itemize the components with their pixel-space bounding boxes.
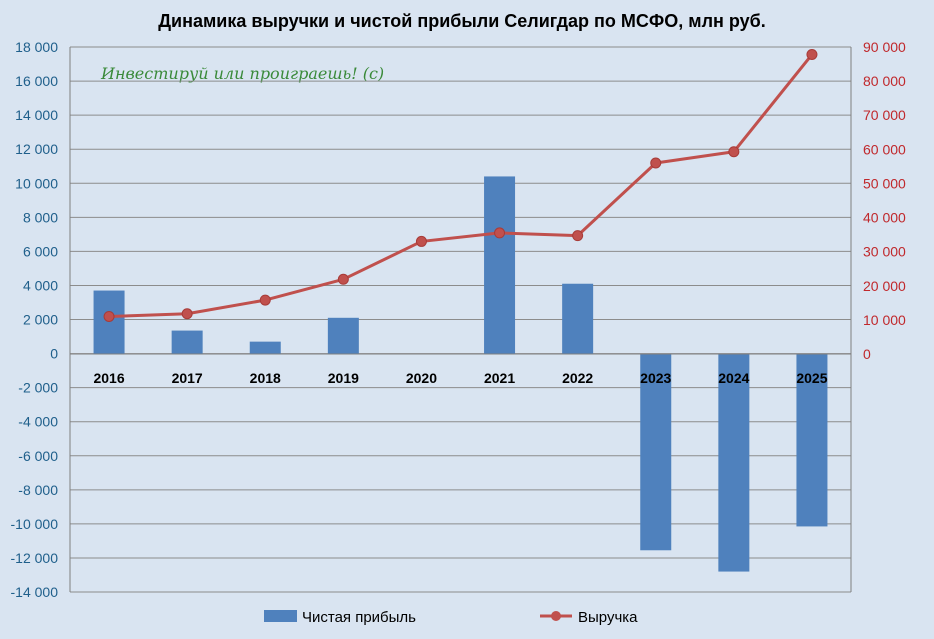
y-left-tick-label: 10 000	[15, 175, 58, 191]
y-right-tick-label: 50 000	[863, 175, 906, 191]
y-left-tick-label: 4 000	[23, 277, 58, 293]
y-left-tick-label: -6 000	[18, 448, 58, 464]
legend-label-revenue: Выручка	[578, 609, 638, 626]
y-left-tick-label: 6 000	[23, 243, 58, 259]
y-right-tick-label: 90 000	[863, 39, 906, 55]
y-left-tick-label: -4 000	[18, 414, 58, 430]
y-left-tick-label: 18 000	[15, 39, 58, 55]
x-tick-label: 2020	[406, 370, 437, 386]
legend-swatch-net-profit	[264, 610, 297, 622]
legend: Чистая прибыль Выручка	[264, 609, 638, 626]
x-tick-label: 2021	[484, 370, 515, 386]
revenue-point	[728, 146, 740, 158]
y-left-tick-label: -10 000	[11, 516, 59, 532]
revenue-point	[494, 227, 506, 239]
y-right-tick-label: 40 000	[863, 210, 906, 226]
revenue-point	[806, 49, 818, 61]
y-left-tick-label: 12 000	[15, 141, 58, 157]
legend-label-net-profit: Чистая прибыль	[302, 609, 416, 626]
y-right-tick-label: 60 000	[863, 141, 906, 157]
x-tick-label: 2016	[93, 370, 124, 386]
bar-series-net-profit	[93, 176, 828, 572]
revenue-point	[103, 310, 115, 322]
bar	[93, 290, 125, 354]
revenue-point	[415, 235, 427, 247]
x-tick-label: 2023	[640, 370, 671, 386]
y-left-tick-label: -2 000	[18, 380, 58, 396]
revenue-point	[181, 308, 193, 320]
x-tick-label: 2017	[172, 370, 203, 386]
revenue-line	[108, 53, 814, 318]
y-left-tick-label: -8 000	[18, 482, 58, 498]
x-tick-label: 2019	[328, 370, 359, 386]
x-tick-label: 2022	[562, 370, 593, 386]
bar	[718, 353, 750, 572]
x-tick-label: 2018	[250, 370, 281, 386]
y-right-tick-label: 20 000	[863, 278, 906, 294]
y-left-tick-label: 14 000	[15, 107, 58, 123]
bar	[796, 353, 828, 527]
bar	[327, 317, 359, 354]
y-left-tick-label: 8 000	[23, 209, 58, 225]
watermark-text: Инвестируй или проиграешь! (с)	[100, 64, 384, 83]
y-left-tick-label: -12 000	[11, 550, 59, 566]
x-tick-label: 2025	[796, 370, 827, 386]
y-right-tick-label: 30 000	[863, 244, 906, 260]
axes	[69, 47, 852, 592]
tick-labels: 18 000 16 000 14 000 12 000 10 000 8 000 6 000…	[11, 39, 907, 600]
y-right-tick-label: 0	[863, 346, 871, 362]
bar	[171, 330, 203, 354]
y-right-tick-label: 70 000	[863, 107, 906, 123]
line-series-revenue	[103, 49, 818, 322]
bar	[640, 353, 672, 551]
chart-title: Динамика выручки и чистой прибыли Селигд…	[158, 11, 766, 31]
bar	[484, 176, 516, 354]
legend-marker-revenue	[551, 611, 561, 621]
revenue-point	[259, 294, 271, 306]
bar	[249, 341, 281, 354]
y-right-tick-label: 10 000	[863, 312, 906, 328]
revenue-point	[572, 230, 584, 242]
revenue-point	[650, 157, 662, 169]
y-left-tick-label: 0	[50, 346, 58, 362]
y-right-tick-label: 80 000	[863, 73, 906, 89]
x-tick-label: 2024	[718, 370, 749, 386]
y-left-tick-label: 16 000	[15, 73, 58, 89]
y-left-tick-label: -14 000	[11, 584, 59, 600]
revenue-point	[337, 273, 349, 285]
y-left-tick-label: 2 000	[23, 312, 58, 328]
bar	[562, 283, 594, 354]
